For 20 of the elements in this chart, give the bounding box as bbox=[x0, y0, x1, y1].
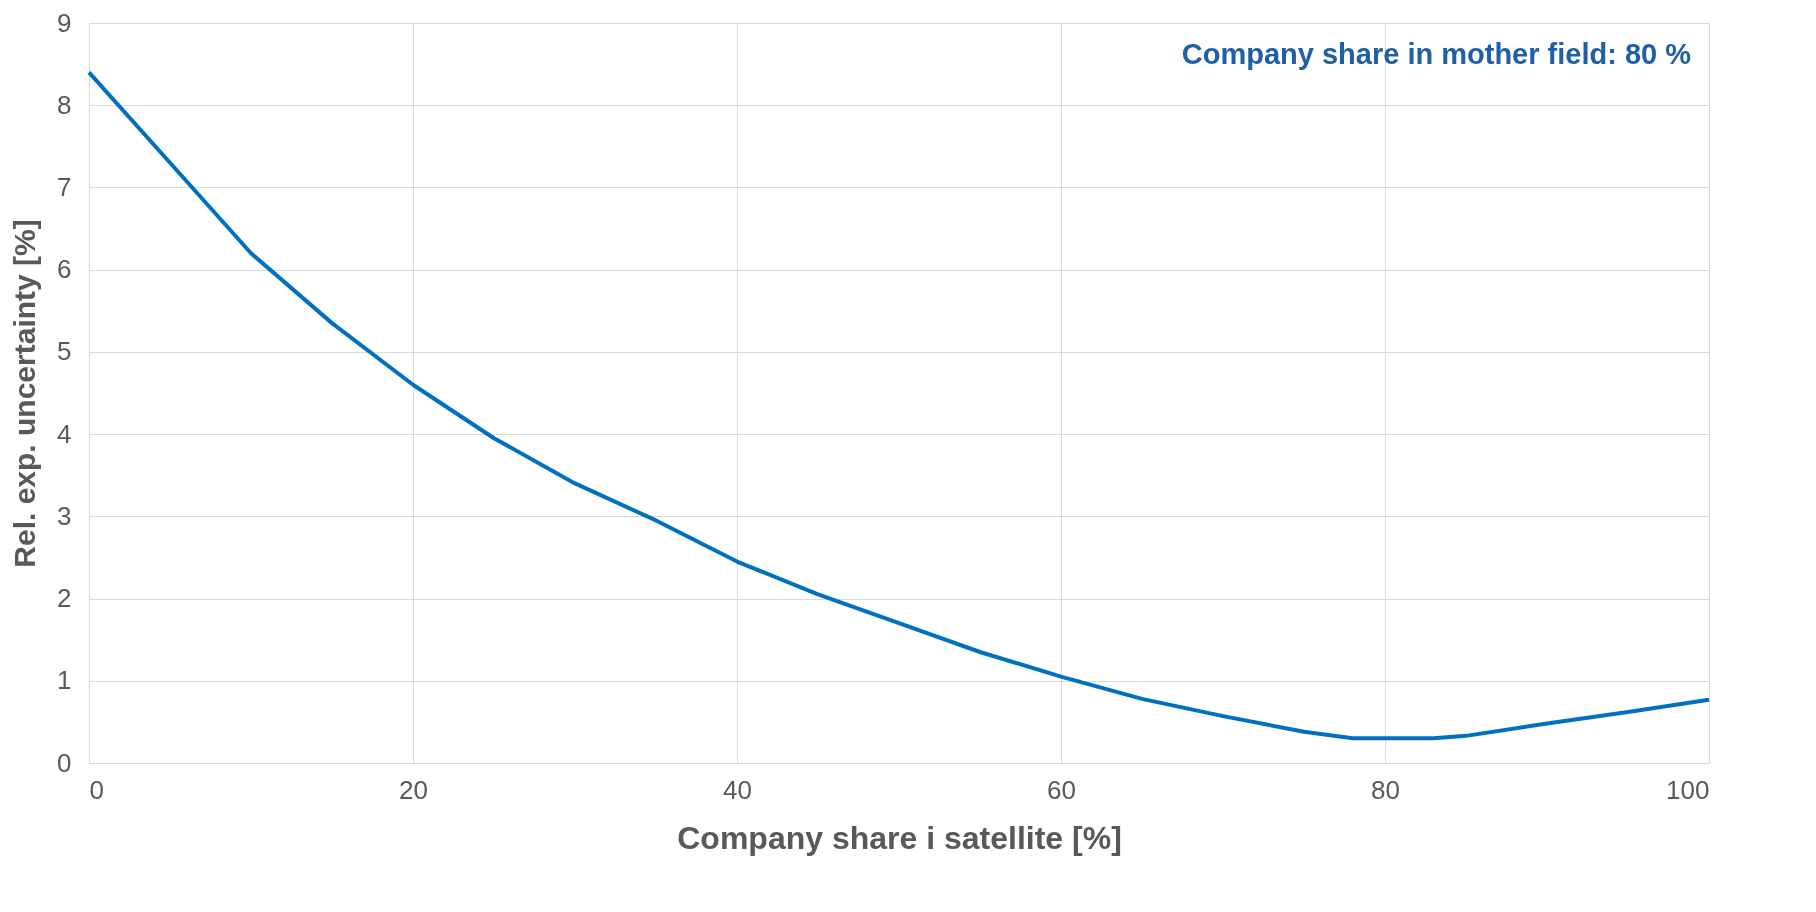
x-tick-label: 0 bbox=[89, 774, 104, 805]
y-tick-label: 3 bbox=[57, 500, 72, 531]
y-tick-label: 6 bbox=[57, 254, 72, 285]
x-tick-label: 80 bbox=[1371, 774, 1400, 805]
line-series bbox=[87, 70, 1711, 741]
y-tick-label: 5 bbox=[57, 336, 72, 367]
annotation: Company share in mother field: 80 % bbox=[1181, 38, 1692, 70]
y-tick-label: 8 bbox=[57, 89, 72, 120]
y-tick-label: 2 bbox=[57, 583, 72, 614]
x-tick-label: 100 bbox=[1666, 774, 1710, 805]
x-tick-label: 60 bbox=[1047, 774, 1076, 805]
y-tick-label: 9 bbox=[57, 7, 72, 38]
x-tick-label: 20 bbox=[399, 774, 428, 805]
x-axis-title: Company share i satellite [%] bbox=[677, 819, 1122, 856]
x-tick-label: 40 bbox=[723, 774, 752, 805]
y-axis-title: Rel. exp. uncertainty [%] bbox=[8, 219, 42, 568]
y-tick-label: 0 bbox=[57, 747, 72, 778]
y-tick-label: 7 bbox=[57, 171, 72, 202]
y-tick-label: 4 bbox=[57, 418, 72, 449]
y-tick-label: 1 bbox=[57, 665, 72, 696]
